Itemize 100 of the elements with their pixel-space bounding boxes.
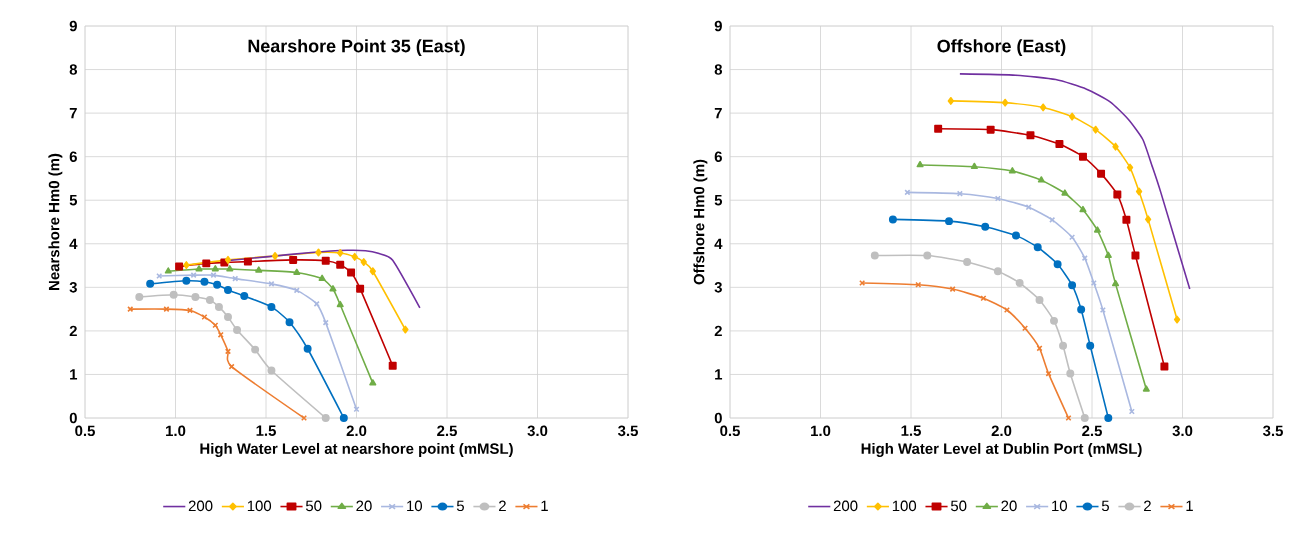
point (1050, 316, 1058, 325)
legend-label: 2 (499, 500, 506, 512)
x-tick-label: 2.5 (1082, 425, 1102, 437)
point (1173, 315, 1181, 324)
point (240, 292, 249, 301)
point (318, 274, 326, 282)
y-tick-label: 1 (70, 369, 78, 380)
point (182, 276, 191, 285)
point (1059, 341, 1068, 350)
point (347, 268, 356, 277)
point (175, 262, 184, 271)
point (214, 302, 223, 311)
point (1068, 112, 1076, 121)
point (1081, 255, 1088, 262)
point (211, 265, 219, 272)
legend-label: 1 (541, 500, 548, 511)
point (1049, 216, 1056, 223)
point (1015, 278, 1024, 287)
point (1012, 231, 1020, 240)
point (1037, 176, 1045, 183)
point (947, 96, 955, 105)
point (336, 260, 345, 269)
point (993, 267, 1002, 276)
legend-label: 1 (1186, 500, 1193, 511)
point (135, 292, 144, 301)
y-tick-label: 7 (69, 107, 77, 119)
y-tick-label: 1 (715, 369, 723, 380)
x-tick-label: 3.0 (527, 425, 548, 437)
point (1061, 189, 1069, 196)
point (267, 302, 276, 311)
point (963, 258, 972, 267)
y-tick-label: 3 (714, 282, 722, 293)
y-tick-label: 2 (69, 325, 77, 337)
point (289, 255, 298, 264)
point (336, 300, 344, 308)
point (1093, 226, 1101, 233)
y-tick-label: 6 (714, 151, 722, 162)
point (870, 251, 879, 260)
y-tick-label: 8 (714, 64, 723, 75)
point (1077, 305, 1086, 314)
point (321, 414, 330, 422)
point (329, 285, 337, 292)
point (1086, 341, 1095, 350)
x-tick-label: 3.5 (617, 425, 638, 437)
legend-label: 200 (833, 500, 858, 512)
x-axis-title: High Water Level at Dublin Port (mMSL) (861, 442, 1142, 457)
point (224, 255, 232, 264)
point (224, 285, 232, 294)
point (224, 312, 232, 321)
point (1104, 414, 1113, 422)
point (1111, 279, 1120, 287)
point (369, 267, 376, 276)
legend-label: 20 (1001, 500, 1017, 512)
point (945, 217, 954, 226)
legend-label: 50 (305, 500, 322, 512)
point (1112, 142, 1119, 151)
point (1092, 125, 1099, 134)
point (212, 322, 219, 329)
point (1053, 260, 1062, 269)
point (915, 281, 922, 288)
y-tick-label: 4 (714, 238, 723, 249)
legend-label: 100 (892, 500, 917, 512)
point (1066, 369, 1075, 378)
point (986, 125, 995, 134)
point (243, 257, 252, 266)
legend-label: 10 (407, 500, 422, 512)
text: Offshore (East) (937, 39, 1066, 56)
point (213, 280, 222, 289)
x-tick-label: 3.5 (1262, 425, 1283, 437)
point (1080, 414, 1089, 422)
x-tick-label: 2.0 (346, 425, 367, 437)
point (233, 326, 242, 335)
point (271, 251, 279, 260)
y-axis-title: Nearshore Hm0 (m) (48, 153, 63, 290)
y-tick-label: 5 (69, 195, 78, 206)
point (1026, 131, 1035, 140)
point (360, 258, 367, 267)
point (1099, 306, 1106, 314)
legend-label: 100 (247, 500, 272, 512)
point (315, 248, 322, 257)
x-tick-label: 2.0 (991, 425, 1012, 437)
legend-label: 10 (1052, 500, 1068, 512)
point (146, 279, 155, 288)
point (339, 414, 348, 422)
point (388, 361, 397, 370)
x-tick-label: 1.5 (256, 425, 276, 436)
point (322, 319, 329, 326)
point (888, 215, 897, 224)
point (1113, 190, 1122, 199)
y-tick-label: 4 (69, 238, 78, 249)
point (1131, 251, 1140, 260)
point (226, 265, 234, 272)
point (1126, 163, 1134, 172)
point (934, 124, 943, 133)
point (351, 252, 358, 261)
point (202, 259, 211, 268)
x-tick-label: 1.0 (166, 425, 186, 437)
point (402, 325, 409, 334)
point (1035, 295, 1044, 304)
point (1122, 215, 1131, 224)
